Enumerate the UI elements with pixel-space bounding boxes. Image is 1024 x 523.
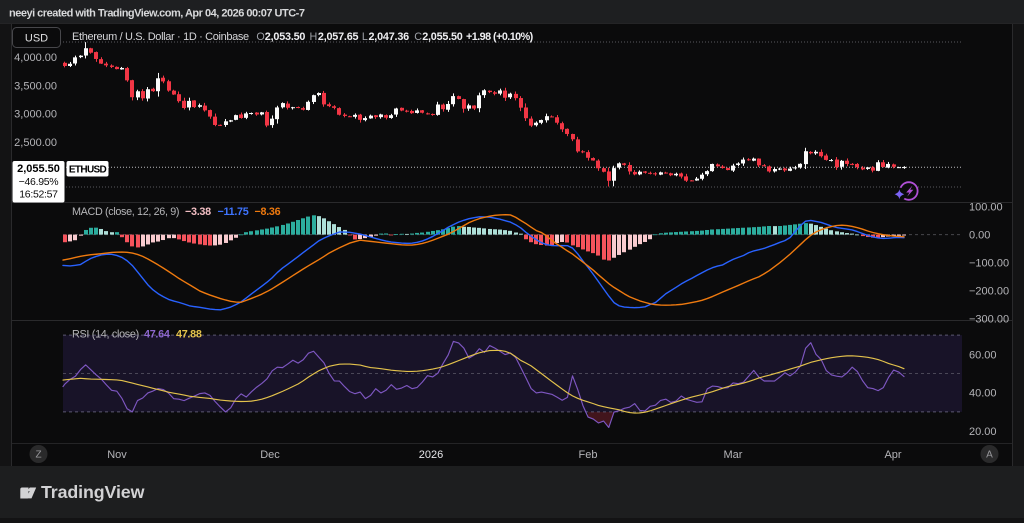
svg-text:4,000.00: 4,000.00 (14, 52, 57, 64)
svg-text:Feb: Feb (579, 449, 598, 461)
svg-text:60.00: 60.00 (969, 349, 997, 361)
svg-text:−300.00: −300.00 (969, 314, 1009, 326)
svg-text:16:52:57: 16:52:57 (19, 189, 58, 201)
svg-text:2,055.50: 2,055.50 (17, 163, 60, 175)
svg-text:0.00: 0.00 (969, 230, 990, 242)
svg-text:O: O (256, 31, 264, 43)
svg-text:20.00: 20.00 (969, 426, 997, 438)
svg-text:Mar: Mar (724, 449, 743, 461)
svg-text:40.00: 40.00 (969, 388, 997, 400)
svg-text:Apr: Apr (884, 449, 901, 461)
svg-text:2,500.00: 2,500.00 (14, 137, 57, 149)
svg-text:MACD (close, 12, 26, 9): MACD (close, 12, 26, 9) (72, 206, 179, 218)
svg-text:−46.95%: −46.95% (19, 176, 59, 188)
svg-text:RSI (14, close): RSI (14, close) (72, 329, 139, 341)
svg-text:−200.00: −200.00 (969, 286, 1009, 298)
svg-text:ETHUSD: ETHUSD (69, 164, 107, 175)
svg-text:47.64: 47.64 (144, 329, 170, 341)
svg-text:−11.75: −11.75 (218, 206, 249, 218)
svg-text:Dec: Dec (260, 449, 280, 461)
svg-text:USD: USD (25, 33, 48, 45)
svg-text:L: L (362, 31, 368, 43)
svg-text:Ethereum / U.S. Dollar · 1D ·: Ethereum / U.S. Dollar · 1D · Coinbase (72, 31, 249, 43)
svg-text:2,053.50: 2,053.50 (265, 31, 306, 43)
svg-text:2,057.65: 2,057.65 (318, 31, 359, 43)
svg-text:2,055.50: 2,055.50 (422, 31, 463, 43)
svg-text:2,047.36: 2,047.36 (369, 31, 410, 43)
svg-text:+1.98 (+0.10%): +1.98 (+0.10%) (466, 31, 534, 43)
svg-text:TradingView: TradingView (41, 482, 145, 502)
svg-text:Z: Z (35, 450, 41, 461)
svg-text:H: H (310, 31, 318, 43)
svg-text:Nov: Nov (107, 449, 127, 461)
svg-text:100.00: 100.00 (969, 202, 1003, 214)
svg-text:A: A (986, 450, 993, 461)
svg-text:2026: 2026 (419, 449, 443, 461)
svg-text:3,000.00: 3,000.00 (14, 109, 57, 121)
svg-text:neeyi created with TradingView: neeyi created with TradingView.com, Apr … (9, 8, 305, 20)
svg-text:−100.00: −100.00 (969, 258, 1009, 270)
svg-text:−8.36: −8.36 (255, 206, 281, 218)
svg-text:47.88: 47.88 (176, 329, 202, 341)
svg-text:C: C (414, 31, 422, 43)
svg-text:3,500.00: 3,500.00 (14, 80, 57, 92)
svg-text:−3.38: −3.38 (185, 206, 211, 218)
